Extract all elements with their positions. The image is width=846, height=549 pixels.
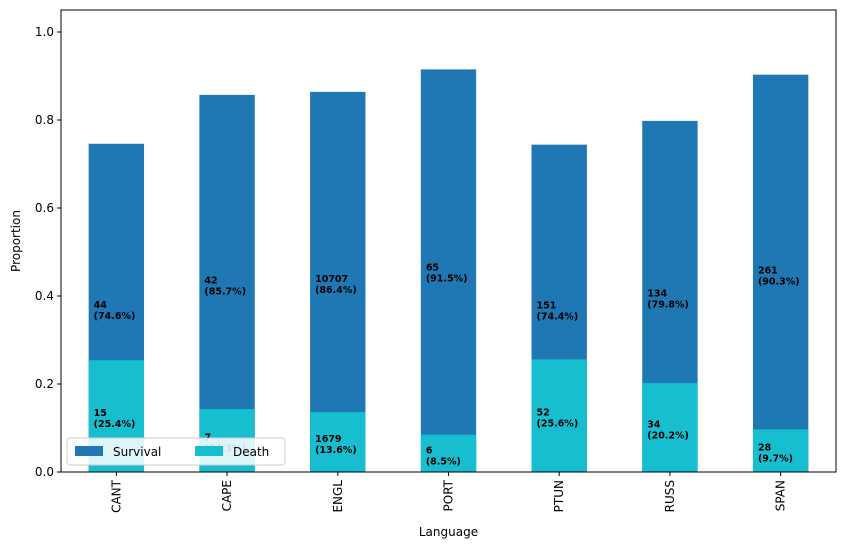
- legend-label-death: Death: [233, 445, 269, 459]
- bar-label-survival-ptun: 151 (74.4%): [537, 300, 579, 322]
- y-tick-label: 0.2: [35, 377, 54, 391]
- x-tick-label-span: SPAN: [774, 480, 788, 511]
- bar-survival-span: [752, 74, 809, 473]
- x-tick-label-cant: CANT: [109, 479, 123, 513]
- x-tick-label-engl: ENGL: [331, 480, 345, 513]
- bars-layer: [88, 69, 809, 473]
- bar-death-russ: [642, 383, 698, 472]
- legend-swatch-survival: [75, 446, 103, 456]
- y-axis: 0.0 0.2 0.4 0.6 0.8 1.0: [35, 25, 61, 479]
- y-tick-label: 0.6: [35, 201, 54, 215]
- bar-death-port: [420, 434, 477, 472]
- bar-label-survival-engl: 10707 (86.4%): [315, 274, 357, 296]
- bar-label-survival-cape: 42 (85.7%): [204, 275, 246, 297]
- y-tick-label: 0.4: [35, 289, 54, 303]
- y-axis-label: Proportion: [9, 210, 23, 272]
- bar-label-death-engl: 1679 (13.6%): [315, 434, 357, 456]
- bar-death-ptun: [531, 359, 587, 472]
- x-tick-label-cape: CAPE: [220, 480, 234, 511]
- legend: Survival Death: [66, 437, 286, 466]
- bar-death-engl: [310, 412, 366, 472]
- bar-survival-engl: [310, 91, 366, 472]
- bar-label-survival-port: 65 (91.5%): [426, 263, 468, 285]
- x-tick-label-port: PORT: [442, 479, 456, 511]
- x-tick-label-russ: RUSS: [663, 480, 677, 512]
- bar-label-survival-russ: 134 (79.8%): [647, 288, 689, 310]
- y-tick-label: 0.8: [35, 113, 54, 127]
- bar-label-death-ptun: 52 (25.6%): [537, 408, 579, 430]
- bar-label-survival-span: 261 (90.3%): [758, 265, 800, 287]
- legend-label-survival: Survival: [113, 445, 161, 459]
- bar-label-death-cant: 15 (25.4%): [94, 408, 136, 430]
- bar-label-death-span: 28 (9.7%): [758, 443, 793, 465]
- x-axis-label: Language: [419, 525, 478, 539]
- bar-label-death-port: 6 (8.5%): [426, 445, 461, 467]
- x-axis: CANT CAPE ENGL PORT PTUN RUSS SPAN: [109, 472, 788, 513]
- legend-box: [66, 437, 286, 466]
- x-tick-label-ptun: PTUN: [552, 480, 566, 512]
- legend-swatch-death: [195, 446, 223, 456]
- bar-label-survival-cant: 44 (74.6%): [94, 300, 136, 322]
- bar-label-death-russ: 34 (20.2%): [647, 420, 689, 442]
- bar-death-span: [752, 429, 809, 472]
- y-tick-label: 0.0: [35, 465, 54, 479]
- bar-survival-port: [420, 69, 477, 473]
- y-tick-label: 1.0: [35, 25, 54, 39]
